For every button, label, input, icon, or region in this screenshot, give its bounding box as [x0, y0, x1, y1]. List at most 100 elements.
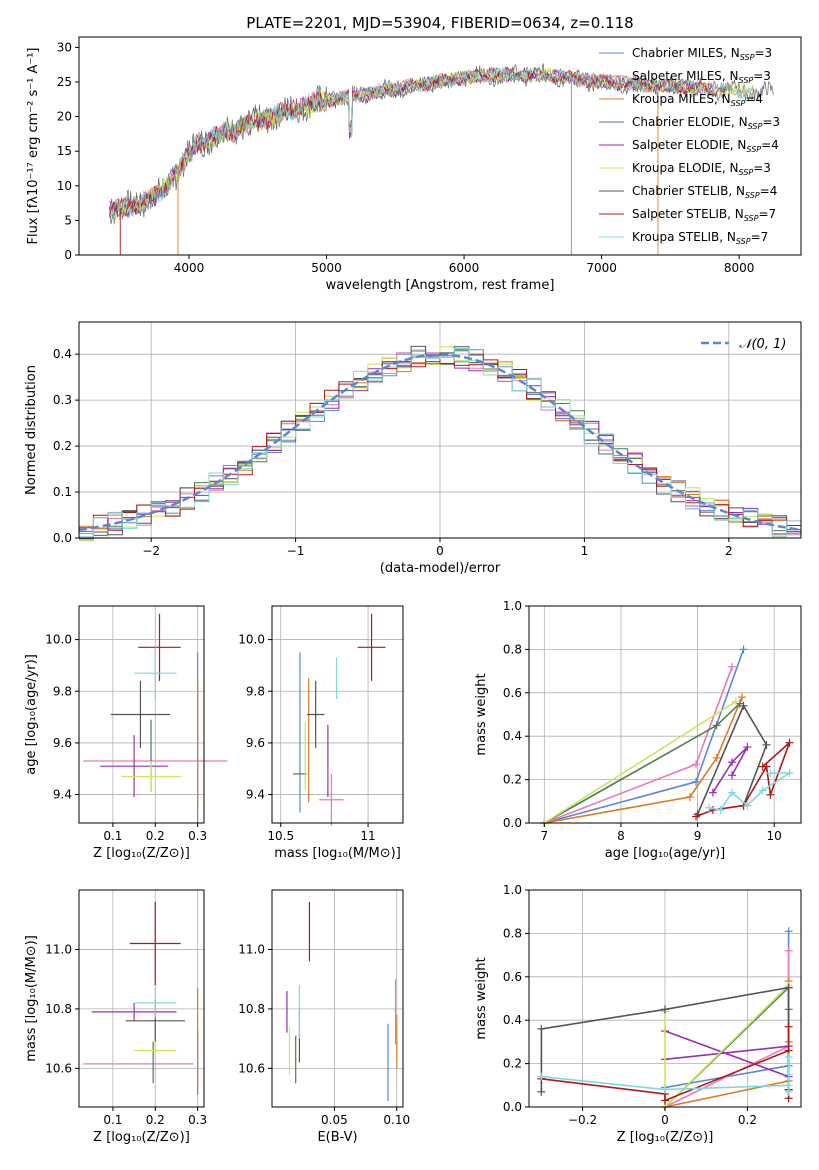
- y-axis-label: Flux [fλ10⁻¹⁷ erg cm⁻² s⁻¹ A⁻¹]: [26, 48, 41, 245]
- y-tick-label: 9.4: [53, 788, 72, 802]
- residual-histogram: [79, 348, 801, 538]
- y-tick-label: 5: [64, 213, 72, 227]
- x-tick-label: −1: [287, 544, 305, 558]
- weight-marker: [692, 812, 701, 821]
- weight-marker: [712, 721, 721, 730]
- legend-item: Kroupa ELODIE, NSSP=3: [599, 161, 771, 177]
- weight-marker: [739, 701, 748, 710]
- y-tick-label: 0.6: [503, 970, 522, 984]
- legend-item: Salpeter ELODIE, NSSP=4: [599, 138, 779, 154]
- y-tick-label: 1.0: [503, 883, 522, 897]
- axes-frame: [78, 889, 205, 1108]
- x-tick-label: 8000: [724, 261, 755, 275]
- plot-area: [78, 345, 802, 541]
- axes: 0.1 0.2 0.3 10.6 10.8 11.0 Z [log₁₀(Z/Z⊙)] mass…: [24, 889, 207, 1145]
- weight-marker: [728, 662, 737, 671]
- x-tick-label: 8: [617, 829, 625, 843]
- x-tick-label: 0.3: [188, 829, 207, 843]
- weight-marker: [743, 801, 752, 810]
- panel-massweight_vs_Z: −0.2 0 0.2 0.0 0.2 0.4 0.6 0.8 1.0 Z [log₁₀(Z/Z⊙)…: [474, 883, 802, 1145]
- weight-marker: [705, 803, 714, 812]
- weight-marker: [661, 1085, 669, 1094]
- axes: −0.2 0 0.2 0.0 0.2 0.4 0.6 0.8 1.0 Z [log₁₀(Z/Z⊙)…: [474, 883, 802, 1145]
- y-tick-label: 0.2: [53, 439, 72, 453]
- weight-marker: [762, 740, 771, 749]
- x-tick-label: 0.05: [321, 1113, 348, 1127]
- y-tick-label: 9.6: [246, 736, 265, 750]
- y-tick-label: 10.0: [238, 633, 265, 647]
- legend-label: Salpeter STELIB, NSSP=7: [632, 207, 776, 223]
- legend-label: Chabrier ELODIE, NSSP=3: [632, 115, 780, 131]
- legend-item: Salpeter STELIB, NSSP=7: [599, 207, 776, 223]
- x-tick-label: 10: [767, 829, 782, 843]
- spectrum-line: [109, 67, 754, 220]
- y-tick-label: 10.6: [45, 1061, 72, 1075]
- x-tick-label: 6000: [449, 261, 480, 275]
- weight-line: [544, 696, 743, 824]
- y-tick-label: 11.0: [45, 942, 72, 956]
- x-axis-label: Z [log₁₀(Z/Z⊙)]: [93, 846, 190, 861]
- weight-marker: [728, 758, 737, 767]
- weight-marker: [785, 738, 794, 747]
- panel-age_vs_mass: 10.5 11 9.4 9.6 9.8 10.0 mass [log₁₀(M/M⊙)]: [238, 605, 404, 861]
- y-tick-label: 0.8: [503, 642, 522, 656]
- y-axis-label: Normed distribution: [24, 365, 39, 495]
- x-tick-label: 0: [661, 1113, 669, 1127]
- x-tick-label: 9: [694, 829, 702, 843]
- weight-marker: [537, 1072, 546, 1081]
- legend-label: Kroupa MILES, NSSP=4: [632, 92, 763, 108]
- panel-residuals: −2 −1 0 1 2 0.0 0.1 0.2 0.3 0.4 (data-model)/error…: [24, 321, 802, 576]
- y-tick-label: 30: [57, 40, 72, 54]
- legend-item: Chabrier ELODIE, NSSP=3: [599, 115, 780, 131]
- x-tick-label: 7: [541, 829, 549, 843]
- plot-area: [286, 901, 398, 1102]
- weight-marker: [738, 693, 747, 702]
- weight-marker: [758, 762, 767, 771]
- x-axis-label: E(B-V): [317, 1130, 357, 1145]
- x-tick-label: 4000: [174, 261, 205, 275]
- y-tick-label: 10.6: [238, 1061, 265, 1075]
- y-tick-label: 0.0: [503, 816, 522, 830]
- x-tick-label: 2: [725, 544, 733, 558]
- y-tick-label: 9.8: [246, 684, 265, 698]
- y-tick-label: 0.3: [53, 393, 72, 407]
- y-axis-label: mass weight: [474, 957, 489, 1039]
- panel-spectrum: 4000 5000 6000 7000 8000 0 5 10 15 20 25 30 waveleng…: [26, 36, 802, 293]
- x-tick-label: −0.2: [568, 1113, 597, 1127]
- y-tick-label: 9.4: [246, 788, 265, 802]
- weight-marker: [661, 1005, 669, 1014]
- axes: 10.5 11 9.4 9.6 9.8 10.0 mass [log₁₀(M/M⊙)]: [238, 605, 404, 861]
- x-tick-label: 7000: [586, 261, 617, 275]
- y-tick-label: 0.0: [53, 531, 72, 545]
- y-tick-label: 9.8: [53, 684, 72, 698]
- y-tick-label: 0.4: [53, 347, 72, 361]
- weight-marker: [731, 697, 740, 706]
- x-tick-label: 0.1: [103, 1113, 122, 1127]
- x-tick-label: 5000: [311, 261, 342, 275]
- weight-marker: [712, 753, 721, 762]
- x-tick-label: 0.3: [188, 1113, 207, 1127]
- weight-marker: [784, 1053, 793, 1062]
- y-tick-label: 0.4: [503, 1013, 522, 1027]
- weight-marker: [784, 927, 793, 936]
- y-tick-label: 0.2: [503, 1057, 522, 1071]
- x-axis-label: Z [log₁₀(Z/Z⊙)]: [93, 1130, 190, 1145]
- x-axis-label: Z [log₁₀(Z/Z⊙)]: [617, 1130, 714, 1145]
- x-axis-label: (data-model)/error: [380, 561, 501, 576]
- weight-marker: [716, 805, 725, 814]
- legend-label: Salpeter MILES, NSSP=3: [632, 69, 771, 85]
- axes-frame: [78, 36, 802, 256]
- weight-marker: [758, 786, 767, 795]
- plot-area: [108, 63, 774, 255]
- y-tick-label: 9.6: [53, 736, 72, 750]
- y-axis-label: mass weight: [474, 673, 489, 755]
- weight-marker: [708, 788, 717, 797]
- axes: 7 8 9 10 0.0 0.2 0.4 0.6 0.8 1.0 age [log₁₀(age/yr…: [474, 599, 802, 861]
- y-tick-label: 10: [57, 179, 72, 193]
- plot-area: [540, 645, 794, 827]
- weight-marker: [766, 769, 775, 778]
- weight-marker: [692, 777, 701, 786]
- legend-item: Kroupa MILES, NSSP=4: [599, 92, 763, 108]
- weight-line: [712, 746, 749, 794]
- y-tick-label: 0.6: [503, 686, 522, 700]
